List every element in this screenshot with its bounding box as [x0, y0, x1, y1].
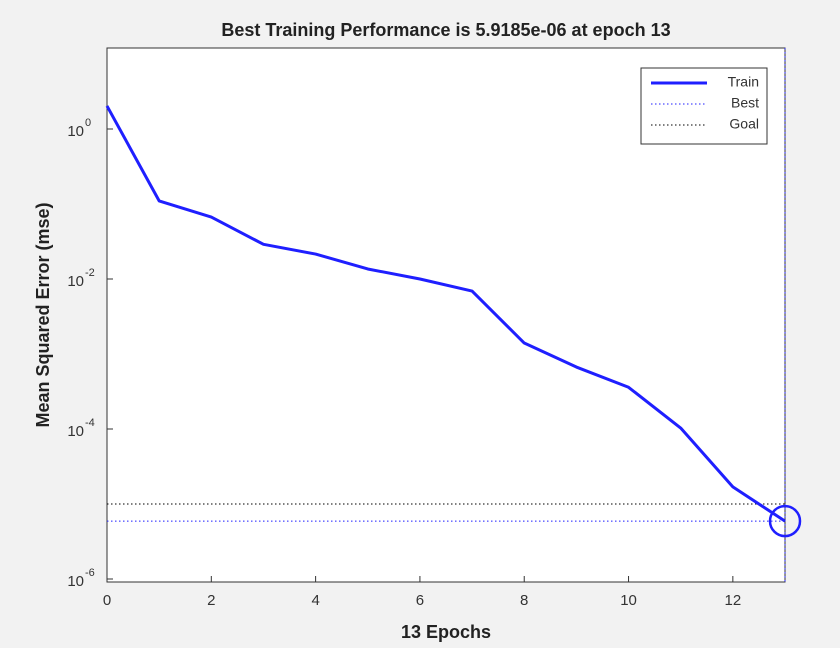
x-tick-label: 10	[620, 592, 637, 609]
x-tick-label: 2	[207, 592, 215, 609]
legend-label: Goal	[729, 116, 759, 132]
y-tick-power: -2	[85, 267, 95, 279]
legend-label: Best	[731, 95, 759, 111]
y-tick-base: 10	[67, 273, 84, 290]
chart: Best Training Performance is 5.9185e-06 …	[0, 0, 840, 648]
y-tick-power: -6	[85, 567, 95, 579]
y-tick-base: 10	[67, 423, 84, 440]
y-tick-base: 10	[67, 123, 84, 140]
chart-title: Best Training Performance is 5.9185e-06 …	[221, 20, 670, 40]
x-tick-label: 4	[311, 592, 319, 609]
x-axis-label: 13 Epochs	[401, 622, 491, 642]
y-tick-base: 10	[67, 573, 84, 590]
legend-label: Train	[728, 74, 759, 90]
x-tick-label: 8	[520, 592, 528, 609]
x-tick-label: 0	[103, 592, 111, 609]
x-tick-label: 12	[725, 592, 742, 609]
x-tick-label: 6	[416, 592, 424, 609]
y-axis-label: Mean Squared Error (mse)	[33, 202, 53, 427]
y-tick-power: -4	[85, 417, 95, 429]
y-tick-power: 0	[85, 117, 91, 129]
